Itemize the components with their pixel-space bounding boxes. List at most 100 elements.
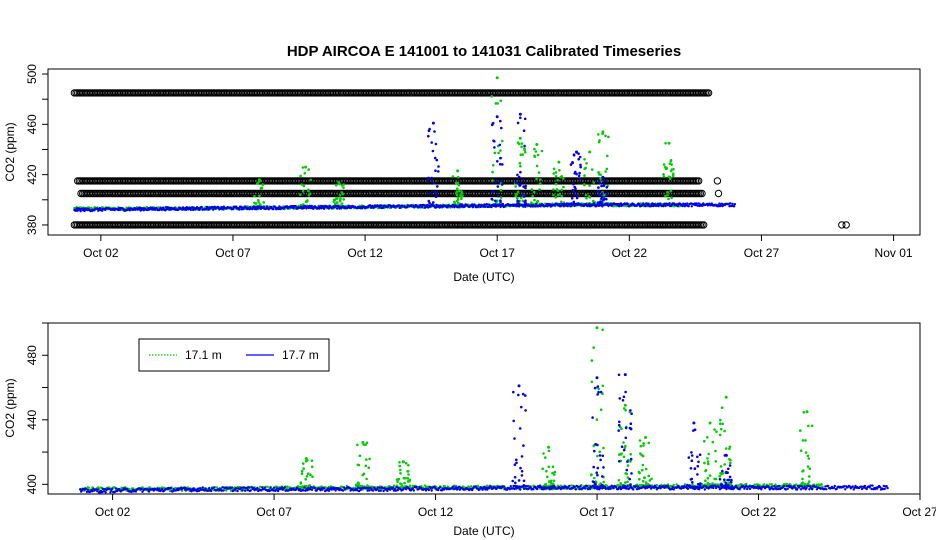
top-series-1-peak-point xyxy=(671,174,675,177)
top-series-1-peak-point xyxy=(662,163,666,166)
bottom-series-0-peak-point xyxy=(617,453,621,456)
bottom-series-0-peak-point xyxy=(721,422,724,426)
bottom-series-0-peak-point xyxy=(398,461,401,464)
top-series-2-peak-point xyxy=(574,187,577,190)
top-series-2-point xyxy=(272,208,275,211)
top-series-2-point xyxy=(235,205,238,208)
top-series-1-peak-point xyxy=(666,191,670,194)
top-series-1-peak-point xyxy=(338,199,342,203)
bottom-series-0-peak-point xyxy=(729,458,732,462)
top-series-1-peak-point xyxy=(301,166,305,169)
top-series-1-peak-max-7 xyxy=(557,160,561,164)
top-series-1-peak-point xyxy=(520,142,524,145)
top-series-2-peak-point xyxy=(603,197,606,200)
bottom-series-1-point xyxy=(249,489,252,492)
top-series-2-peak-point xyxy=(491,190,495,193)
top-extra-point-1 xyxy=(714,189,723,198)
top-series-1-peak-point xyxy=(670,163,673,166)
bottom-series-1 xyxy=(79,373,889,494)
top-series-2-point xyxy=(732,205,736,208)
top-series-2-peak-point xyxy=(436,185,439,188)
top-series-1-peak-max-9 xyxy=(601,130,605,134)
top-series-2-point xyxy=(457,205,461,209)
top-series-2-point xyxy=(292,206,295,210)
top-series-1-peak-point xyxy=(491,179,494,182)
bottom-series-0-peak-point xyxy=(300,472,304,476)
top-extra-point-0 xyxy=(713,177,722,185)
top-series-2-point xyxy=(165,208,169,211)
top-series-1-peak-point xyxy=(499,149,502,152)
bottom-series-1-point xyxy=(283,486,286,489)
top-series-2-point xyxy=(128,209,132,212)
top-series-2-peak-point xyxy=(524,199,527,202)
top-series-2-peak-point xyxy=(522,195,526,198)
top-series-2-peak-point xyxy=(433,156,437,160)
top-series-1-peak-point xyxy=(530,188,534,191)
top-series-1-peak-point xyxy=(562,185,565,189)
top-series-1-peak-point xyxy=(533,198,536,202)
top-series-1-peak-point xyxy=(670,168,674,171)
top-series-1-peak-point xyxy=(588,184,591,187)
top-series-1-peak-max-8 xyxy=(588,150,592,154)
top-series-1-peak-point xyxy=(258,194,261,197)
top-series-1-peak-point xyxy=(490,95,494,98)
top-series-1-peak-point xyxy=(301,189,305,193)
bottom-series-0-peak-point xyxy=(723,429,726,433)
top-series-1-peak-point xyxy=(306,200,309,203)
bottom-series-0-peak-point xyxy=(365,477,368,481)
top-series-2-peak-point xyxy=(500,126,503,130)
top-series-1-peak-point xyxy=(533,155,537,158)
bottom-series-0-peak-max-1 xyxy=(361,440,365,444)
bottom-series-0-peak-point xyxy=(406,476,410,480)
top-series-1-peak-point xyxy=(587,195,591,198)
top-series-2-peak-point xyxy=(491,121,495,125)
top-series-2-point xyxy=(327,207,330,210)
bottom-series-0-peak-max-3 xyxy=(547,445,551,449)
top-series-2-point xyxy=(320,207,323,210)
top-series-1-peak-point xyxy=(460,190,463,193)
top-series-1-peak-point xyxy=(340,184,344,187)
bottom-series-0-peak-point xyxy=(624,481,627,484)
bottom-series-0-peak-point xyxy=(593,476,596,480)
top-series-1-peak-point xyxy=(664,142,667,145)
top-series-1-peak-point xyxy=(523,151,527,154)
bottom-series-0-peak-point xyxy=(553,470,557,474)
top-series-2-point xyxy=(212,208,215,211)
top-series-1-peak-point xyxy=(334,183,338,187)
bottom-series-0-peak-point xyxy=(367,466,371,470)
bottom-series-1-point xyxy=(236,489,239,493)
bottom-series-0-peak-point xyxy=(551,465,555,469)
bottom-series-1-point xyxy=(201,486,204,489)
top-series-1-peak-point xyxy=(585,197,588,200)
top-series-2-peak-point xyxy=(519,116,522,120)
bottom-series-0-peak-point xyxy=(715,430,718,434)
top-series-2-peak-point xyxy=(437,204,440,208)
top-y-tick-label-500: 500 xyxy=(25,64,39,84)
top-series-1-peak-point xyxy=(552,193,555,197)
top-series-1-peak-point xyxy=(537,171,541,174)
top-series-2-peak-point xyxy=(598,181,602,185)
bottom-series-0-peak-point xyxy=(400,483,403,486)
top-series-2-peak-point xyxy=(603,179,607,182)
top-series-1-peak-point xyxy=(667,175,671,178)
top-series-1-peak-point xyxy=(299,203,303,207)
top-series-2-peak-point xyxy=(521,192,524,196)
top-series-1-peak-point xyxy=(499,188,503,192)
top-series-2-peak-point xyxy=(433,130,436,133)
bottom-series-1-point xyxy=(230,486,234,489)
top-series-2-peak-point xyxy=(579,163,582,167)
top-series-2-peak-max-0 xyxy=(431,121,435,125)
top-x-tick-label-1: Oct 07 xyxy=(215,246,251,260)
top-series-2-peak-point xyxy=(597,186,600,189)
bottom-series-0-peak-point xyxy=(596,454,599,458)
bottom-series-1-point xyxy=(273,486,276,489)
bottom-series-0-peak-point xyxy=(802,411,806,414)
top-series-2-point xyxy=(378,206,381,209)
top-series-1-peak-point xyxy=(519,196,523,200)
bottom-series-0-peak-point xyxy=(719,418,722,422)
top-series-1-peak-point xyxy=(604,170,607,173)
top-series-1-peak-point xyxy=(303,171,307,175)
top-series-2-peak-point xyxy=(427,199,431,203)
bottom-series-0-peak-point xyxy=(302,462,305,465)
top-series-1-peak-point xyxy=(533,147,536,151)
